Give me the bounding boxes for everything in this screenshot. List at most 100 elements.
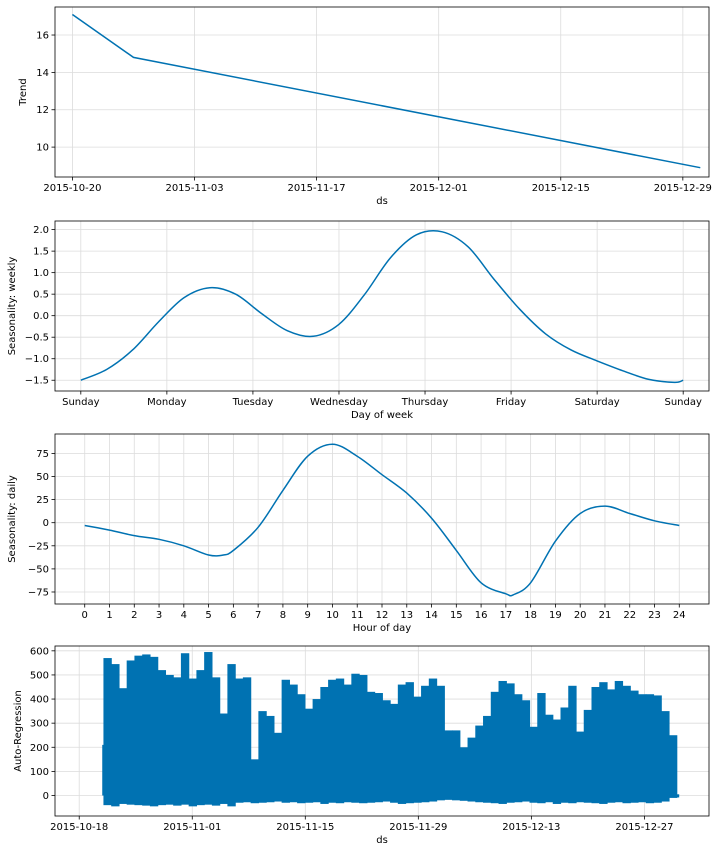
ar-bar [405, 682, 414, 804]
y-tick-label: 600 [30, 646, 49, 657]
x-tick-label: 12 [376, 610, 389, 621]
ar-bar [397, 684, 407, 804]
ar-bar [173, 677, 182, 806]
y-tick-label: 2.0 [33, 225, 49, 236]
trend-axes-frame [54, 6, 710, 178]
x-tick-label: 20 [574, 610, 587, 621]
ar-bar [637, 694, 647, 803]
ar-bar [630, 690, 639, 803]
ar-bar [227, 664, 236, 807]
ar-bar [118, 688, 128, 804]
x-tick-label: 2015-12-29 [654, 183, 712, 194]
ar-bar [366, 691, 376, 803]
x-tick-label: 21 [599, 610, 612, 621]
ar-bar [297, 694, 306, 804]
ar-bar [583, 709, 593, 803]
panel-daily: 0 1 2 3 4 5 6 7 8 9 10 11 12 13 14 15 16 17 18 19 20 21 22 23 24… [7, 433, 710, 634]
x-tick-label: 18 [524, 610, 537, 621]
x-tick-label: 1 [106, 610, 112, 621]
ar-bar [165, 674, 174, 805]
y-tick-label: −25 [28, 541, 49, 552]
x-tick-label: 2015-10-20 [43, 183, 101, 194]
ar-bar [382, 700, 391, 802]
x-tick-label: 11 [351, 610, 364, 621]
ar-bar [436, 685, 445, 801]
panel-ar: 2015-10-18 2015-11-01 2015-11-15 2015-11-29… [13, 645, 710, 846]
x-tick-label: 9 [304, 610, 310, 621]
ar-bar [552, 719, 562, 804]
x-tick-label: 2015-11-03 [165, 183, 223, 194]
trend-x-axis-label: ds [376, 196, 388, 207]
ar-bar [188, 678, 198, 807]
x-tick-label: 14 [425, 610, 438, 621]
ar-bar [351, 673, 360, 803]
x-tick-label: 7 [255, 610, 261, 621]
ar-bar [452, 730, 461, 801]
y-tick-label: −50 [28, 564, 49, 575]
y-tick-label: 50 [36, 472, 49, 483]
ar-bar [328, 679, 337, 803]
x-tick-label: 2 [131, 610, 137, 621]
ar-bar [428, 678, 438, 802]
x-tick-label: 2015-12-15 [532, 183, 590, 194]
x-tick-label: Sunday [664, 397, 701, 408]
y-tick-label: 200 [30, 743, 49, 754]
x-tick-label: Wednesday [310, 397, 368, 408]
ar-bar [459, 747, 469, 801]
ar-x-axis-label: ds [376, 835, 388, 846]
ar-bar [273, 732, 283, 802]
x-tick-label: Monday [147, 397, 187, 408]
x-tick-label: Tuesday [232, 397, 274, 408]
y-tick-label: 1.0 [33, 268, 49, 279]
x-tick-label: 2015-12-13 [502, 822, 560, 833]
ar-bar [475, 725, 484, 803]
ar-bar [242, 677, 252, 803]
ar-y-axis-label: Auto-Regression [13, 690, 24, 772]
x-tick-label: 24 [673, 610, 686, 621]
ar-axes-frame [54, 645, 710, 817]
ar-bar [304, 708, 314, 803]
ar-bar [196, 670, 205, 806]
ar-bar [390, 703, 399, 803]
ar-bar [258, 711, 267, 803]
ar-bar [467, 737, 476, 802]
ar-bar [421, 685, 430, 803]
ar-bar [490, 691, 500, 804]
ar-bar [335, 678, 345, 804]
x-tick-label: 17 [499, 610, 512, 621]
x-tick-label: 2015-12-01 [410, 183, 468, 194]
x-tick-label: 0 [82, 610, 88, 621]
daily-y-axis-label: Seasonality: daily [7, 475, 18, 563]
ar-bar [537, 693, 546, 804]
ar-bar [498, 680, 507, 804]
x-tick-label: 15 [450, 610, 463, 621]
ar-bar [668, 735, 678, 798]
y-tick-label: 0.0 [33, 311, 49, 322]
panel-trend: 2015-10-20 2015-11-03 2015-11-17 2015-12-01… [18, 6, 712, 207]
ar-bar [157, 670, 167, 806]
ar-bar [359, 674, 368, 804]
ar-bar [413, 696, 422, 803]
weekly-x-axis-label: Day of week [351, 410, 413, 421]
trend-line [71, 13, 701, 169]
ar-bar [149, 656, 159, 807]
weekly-line [80, 229, 684, 384]
ar-bar [653, 695, 662, 803]
weekly-y-axis-label: Seasonality: weekly [7, 257, 18, 356]
ar-bar [320, 686, 329, 804]
ar-bar [622, 685, 631, 804]
ar-bar [506, 683, 515, 803]
ar-bar [645, 694, 655, 804]
x-tick-label: 5 [205, 610, 211, 621]
ar-bar [266, 715, 275, 803]
x-tick-label: 19 [549, 610, 562, 621]
y-tick-label: 75 [36, 449, 49, 460]
x-tick-label: 6 [230, 610, 236, 621]
x-tick-label: 13 [400, 610, 413, 621]
ar-bar [374, 693, 383, 803]
ar-bar [343, 684, 352, 803]
x-tick-label: 2015-12-27 [615, 822, 673, 833]
trend-series [71, 13, 701, 169]
y-tick-label: 100 [30, 767, 49, 778]
